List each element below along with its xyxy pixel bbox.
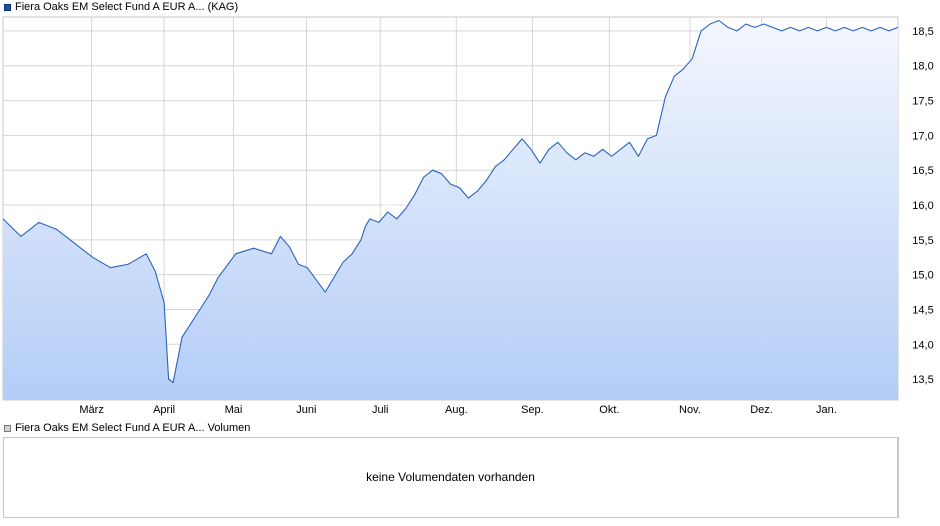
x-tick-label: Mai [225,404,243,416]
volume-legend: Fiera Oaks EM Select Fund A EUR A... Vol… [4,421,250,435]
y-tick-label: 18,5 [912,26,933,38]
volume-legend-swatch [4,424,11,432]
y-tick-label: 16,5 [912,165,933,177]
price-legend: Fiera Oaks EM Select Fund A EUR A... (KA… [4,0,238,14]
price-legend-label: Fiera Oaks EM Select Fund A EUR A... (KA… [15,1,239,13]
price-area [3,20,898,400]
price-chart: ARIVA.DE 13,514,014,515,015,516,016,517,… [2,16,934,416]
y-tick-label: 15,5 [912,235,933,247]
y-tick-label: 17,5 [912,96,933,108]
volume-panel: keine Volumendaten vorhanden [3,437,898,518]
price-legend-swatch [4,3,11,11]
y-tick-label: 15,0 [912,270,933,282]
x-tick-label: Sep. [521,404,544,416]
y-tick-label: 17,0 [912,130,933,142]
price-line [2,19,899,384]
x-tick-label: Juni [296,404,316,416]
y-tick-label: 13,5 [912,374,933,386]
x-tick-label: Dez. [750,404,773,416]
x-tick-label: Aug. [445,404,468,416]
x-tick-label: Nov. [679,404,701,416]
y-axis: 13,5 14,0 14,5 15,0 15,5 16,0 16,5 17,0 17,5 18,0… [912,26,933,386]
x-axis: März April Mai Juni Juli Aug. Sep. Okt. Nov. Dez.… [79,404,836,416]
x-tick-label: März [79,404,103,416]
volume-axis [898,437,899,518]
x-tick-label: Okt. [599,404,619,416]
y-tick-label: 14,0 [912,339,933,351]
x-tick-label: Jan. [816,404,837,416]
x-tick-label: Juli [372,404,389,416]
y-tick-label: 14,5 [912,304,933,316]
volume-empty-message: keine Volumendaten vorhanden [366,470,535,484]
x-tick-label: April [153,404,175,416]
y-tick-label: 16,0 [912,200,933,212]
volume-legend-label: Fiera Oaks EM Select Fund A EUR A... Vol… [15,422,251,434]
y-tick-label: 18,0 [912,61,933,73]
